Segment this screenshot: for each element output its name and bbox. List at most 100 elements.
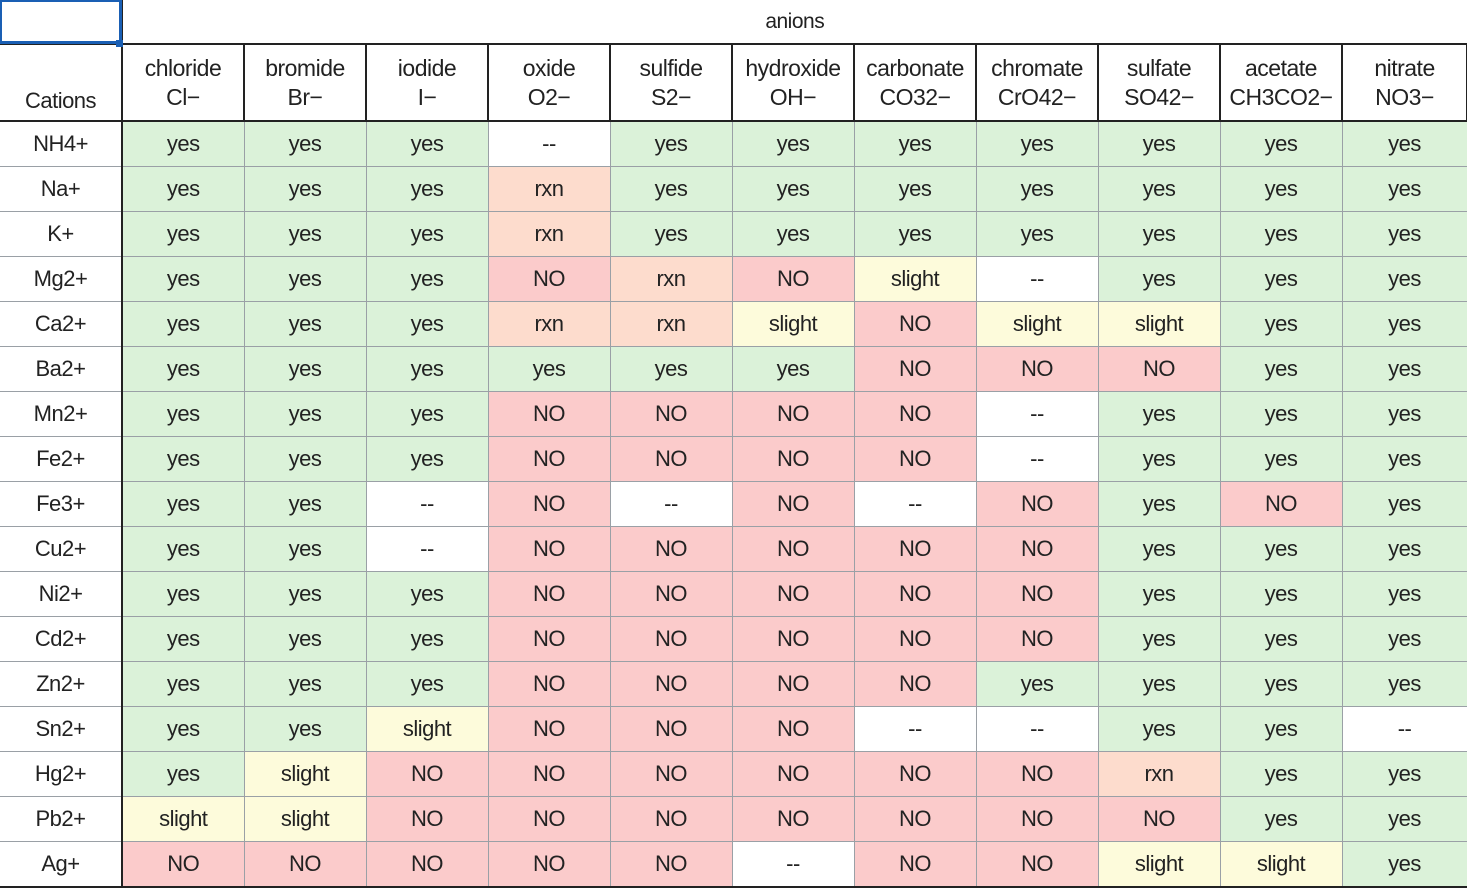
solubility-cell[interactable]: NO xyxy=(854,301,977,347)
anion-header-sulfate[interactable]: sulfate SO42− xyxy=(1098,44,1221,122)
solubility-cell[interactable]: slight xyxy=(244,751,367,797)
solubility-cell[interactable]: yes xyxy=(244,391,367,437)
solubility-cell[interactable]: NO xyxy=(610,616,733,662)
solubility-cell[interactable]: yes xyxy=(1342,211,1467,257)
solubility-cell[interactable]: yes xyxy=(854,211,977,257)
solubility-cell[interactable]: yes xyxy=(1220,616,1343,662)
solubility-cell[interactable]: yes xyxy=(1098,166,1221,212)
solubility-cell[interactable]: yes xyxy=(1342,751,1467,797)
solubility-cell[interactable]: -- xyxy=(366,481,489,527)
solubility-cell[interactable]: yes xyxy=(488,346,611,392)
anion-header-iodide[interactable]: iodide I− xyxy=(366,44,489,122)
solubility-cell[interactable]: yes xyxy=(976,121,1099,167)
solubility-cell[interactable]: yes xyxy=(122,661,245,707)
solubility-cell[interactable]: yes xyxy=(1342,841,1467,888)
solubility-cell[interactable]: yes xyxy=(1220,661,1343,707)
solubility-cell[interactable]: yes xyxy=(610,346,733,392)
solubility-cell[interactable]: NO xyxy=(610,391,733,437)
solubility-cell[interactable]: yes xyxy=(1220,436,1343,482)
solubility-cell[interactable]: NO xyxy=(976,841,1099,888)
cation-cell[interactable]: Ca2+ xyxy=(0,301,123,347)
cation-cell[interactable]: K+ xyxy=(0,211,123,257)
solubility-cell[interactable]: yes xyxy=(1220,301,1343,347)
solubility-cell[interactable]: NO xyxy=(488,526,611,572)
solubility-cell[interactable]: -- xyxy=(732,841,855,888)
solubility-cell[interactable]: -- xyxy=(366,526,489,572)
solubility-cell[interactable]: NO xyxy=(610,841,733,888)
solubility-cell[interactable]: rxn xyxy=(488,166,611,212)
solubility-cell[interactable]: NO xyxy=(610,436,733,482)
solubility-cell[interactable]: yes xyxy=(122,301,245,347)
solubility-cell[interactable]: yes xyxy=(1220,166,1343,212)
solubility-cell[interactable]: yes xyxy=(1220,526,1343,572)
solubility-cell[interactable]: yes xyxy=(244,346,367,392)
solubility-cell[interactable]: yes xyxy=(122,706,245,752)
solubility-cell[interactable]: NO xyxy=(610,526,733,572)
solubility-cell[interactable]: slight xyxy=(1098,301,1221,347)
solubility-cell[interactable]: NO xyxy=(488,706,611,752)
solubility-cell[interactable]: rxn xyxy=(1098,751,1221,797)
solubility-cell[interactable]: yes xyxy=(1220,256,1343,302)
solubility-cell[interactable]: rxn xyxy=(488,211,611,257)
solubility-cell[interactable]: yes xyxy=(244,436,367,482)
solubility-cell[interactable]: yes xyxy=(854,166,977,212)
anion-header-oxide[interactable]: oxide O2− xyxy=(488,44,611,122)
solubility-cell[interactable]: NO xyxy=(854,841,977,888)
solubility-cell[interactable]: yes xyxy=(1220,751,1343,797)
solubility-cell[interactable]: yes xyxy=(366,391,489,437)
solubility-cell[interactable]: yes xyxy=(122,391,245,437)
solubility-cell[interactable]: rxn xyxy=(610,256,733,302)
solubility-cell[interactable]: NO xyxy=(488,661,611,707)
solubility-cell[interactable]: slight xyxy=(1220,841,1343,888)
solubility-cell[interactable]: NO xyxy=(1220,481,1343,527)
solubility-cell[interactable]: yes xyxy=(732,121,855,167)
solubility-cell[interactable]: yes xyxy=(1098,661,1221,707)
solubility-cell[interactable]: slight xyxy=(976,301,1099,347)
solubility-cell[interactable]: yes xyxy=(1342,526,1467,572)
solubility-cell[interactable]: yes xyxy=(244,616,367,662)
solubility-cell[interactable]: NO xyxy=(854,436,977,482)
solubility-cell[interactable]: yes xyxy=(244,301,367,347)
solubility-cell[interactable]: yes xyxy=(1220,211,1343,257)
solubility-cell[interactable]: yes xyxy=(122,256,245,302)
solubility-cell[interactable]: yes xyxy=(1098,706,1221,752)
solubility-cell[interactable]: slight xyxy=(854,256,977,302)
solubility-cell[interactable]: yes xyxy=(854,121,977,167)
solubility-cell[interactable]: yes xyxy=(1098,391,1221,437)
solubility-cell[interactable]: yes xyxy=(732,346,855,392)
solubility-cell[interactable]: NO xyxy=(488,841,611,888)
solubility-cell[interactable]: -- xyxy=(854,706,977,752)
solubility-cell[interactable]: yes xyxy=(1098,481,1221,527)
solubility-cell[interactable]: NO xyxy=(488,256,611,302)
solubility-cell[interactable]: yes xyxy=(122,211,245,257)
solubility-cell[interactable]: NO xyxy=(976,751,1099,797)
solubility-cell[interactable]: NO xyxy=(854,346,977,392)
solubility-cell[interactable]: NO xyxy=(854,391,977,437)
solubility-cell[interactable]: NO xyxy=(732,661,855,707)
anion-header-bromide[interactable]: bromide Br− xyxy=(244,44,367,122)
solubility-cell[interactable]: NO xyxy=(732,391,855,437)
solubility-cell[interactable]: yes xyxy=(1098,616,1221,662)
anion-header-nitrate[interactable]: nitrate NO3− xyxy=(1342,44,1467,122)
solubility-cell[interactable]: yes xyxy=(610,211,733,257)
cations-header[interactable]: Cations xyxy=(0,44,123,122)
solubility-cell[interactable]: -- xyxy=(1342,706,1467,752)
solubility-cell[interactable]: yes xyxy=(244,526,367,572)
solubility-cell[interactable]: yes xyxy=(122,481,245,527)
solubility-cell[interactable]: slight xyxy=(366,706,489,752)
solubility-cell[interactable]: yes xyxy=(366,211,489,257)
solubility-cell[interactable]: NO xyxy=(488,751,611,797)
solubility-cell[interactable]: yes xyxy=(366,436,489,482)
solubility-cell[interactable]: NO xyxy=(854,751,977,797)
solubility-cell[interactable]: yes xyxy=(1342,616,1467,662)
cation-cell[interactable]: Ag+ xyxy=(0,841,123,888)
solubility-cell[interactable]: yes xyxy=(244,256,367,302)
solubility-cell[interactable]: NO xyxy=(732,616,855,662)
solubility-cell[interactable]: yes xyxy=(244,706,367,752)
solubility-cell[interactable]: NO xyxy=(610,661,733,707)
solubility-cell[interactable]: slight xyxy=(122,796,245,842)
solubility-cell[interactable]: NO xyxy=(854,526,977,572)
solubility-cell[interactable]: yes xyxy=(244,211,367,257)
solubility-cell[interactable]: NO xyxy=(610,571,733,617)
solubility-cell[interactable]: yes xyxy=(976,211,1099,257)
